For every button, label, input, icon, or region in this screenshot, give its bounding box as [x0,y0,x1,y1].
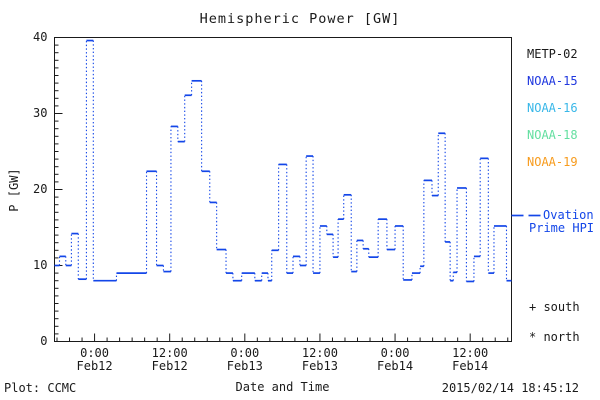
y-axis-ticks [54,37,63,342]
y-tick-label: 40 [33,29,48,44]
y-tick-label: 10 [33,257,48,272]
plot-border [54,37,512,342]
y-tick-label: 20 [33,181,48,196]
ovation-legend-label-line2: Prime HPI [529,221,595,235]
x-axis-label: Date and Time [235,380,330,394]
hpi-step-line [54,39,512,283]
x-tick-label-date: Feb12 [76,359,113,373]
x-tick-label-date: Feb14 [452,359,489,373]
x-tick-label-date: Feb13 [301,359,338,373]
x-tick-label-time: 12:00 [301,346,338,360]
x-tick-label-date: Feb12 [151,359,188,373]
plot-credit: Plot: CCMC [4,381,77,395]
ovation-legend-label-line1: Ovation [543,208,594,222]
legend-item-noaa-19: NOAA-19 [527,155,578,169]
legend-item-noaa-18: NOAA-18 [527,128,578,142]
legend-item-noaa-15: NOAA-15 [527,74,578,88]
y-tick-label: 30 [33,105,48,120]
x-axis-ticks [56,333,509,342]
chart-title: Hemispheric Power [GW] [199,11,401,27]
legend-item-metp-02: METP-02 [527,47,578,61]
x-tick-label-date: Feb13 [226,359,263,373]
x-tick-label-time: 12:00 [151,346,188,360]
y-tick-label: 0 [40,333,48,348]
legend-item-noaa-16: NOAA-16 [527,101,578,115]
north-marker-key: * north [529,330,580,344]
x-tick-label-time: 0:00 [380,346,410,360]
south-marker-key: + south [529,300,580,314]
x-tick-label-date: Feb14 [376,359,414,373]
plot-timestamp: 2015/02/14 18:45:12 [441,381,579,395]
x-tick-label-time: 0:00 [230,346,260,360]
x-tick-label-time: 0:00 [80,346,110,360]
x-tick-label-time: 12:00 [452,346,489,360]
